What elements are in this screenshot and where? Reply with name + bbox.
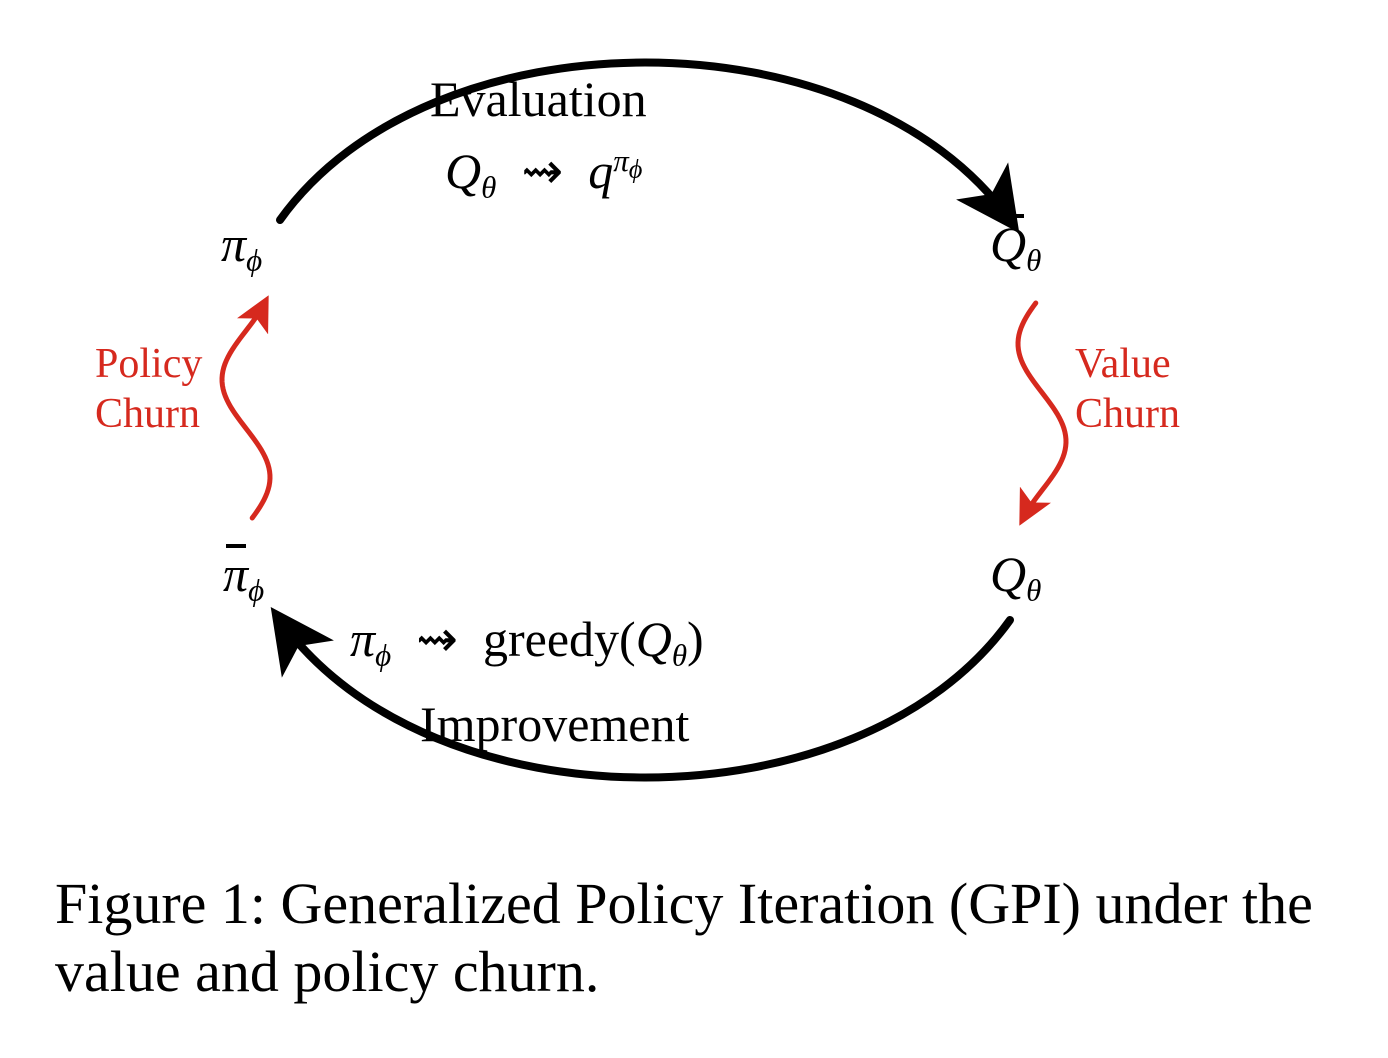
node-pi-phi: πϕ [221, 215, 262, 278]
policy-churn-arrow [222, 303, 270, 518]
node-pi-phi-bar: πϕ [223, 545, 264, 608]
value-churn-label: ValueChurn [1075, 340, 1180, 439]
evaluation-expression: Qθ ⇝ qπϕ [445, 142, 642, 205]
figure-caption: Figure 1: Generalized Policy Iteration (… [55, 870, 1335, 1007]
improvement-expression: πϕ ⇝ greedy(Qθ) [350, 610, 704, 673]
value-churn-arrow [1018, 303, 1066, 518]
node-q-theta-bar: Qθ [990, 215, 1041, 278]
improvement-title: Improvement [420, 695, 689, 753]
evaluation-title: Evaluation [430, 70, 647, 128]
node-q-theta: Qθ [990, 545, 1041, 608]
policy-churn-label: PolicyChurn [95, 340, 202, 439]
stage: Evaluation Qθ ⇝ qπϕ πϕ Qθ πϕ Qθ PolicyCh… [0, 0, 1388, 1058]
